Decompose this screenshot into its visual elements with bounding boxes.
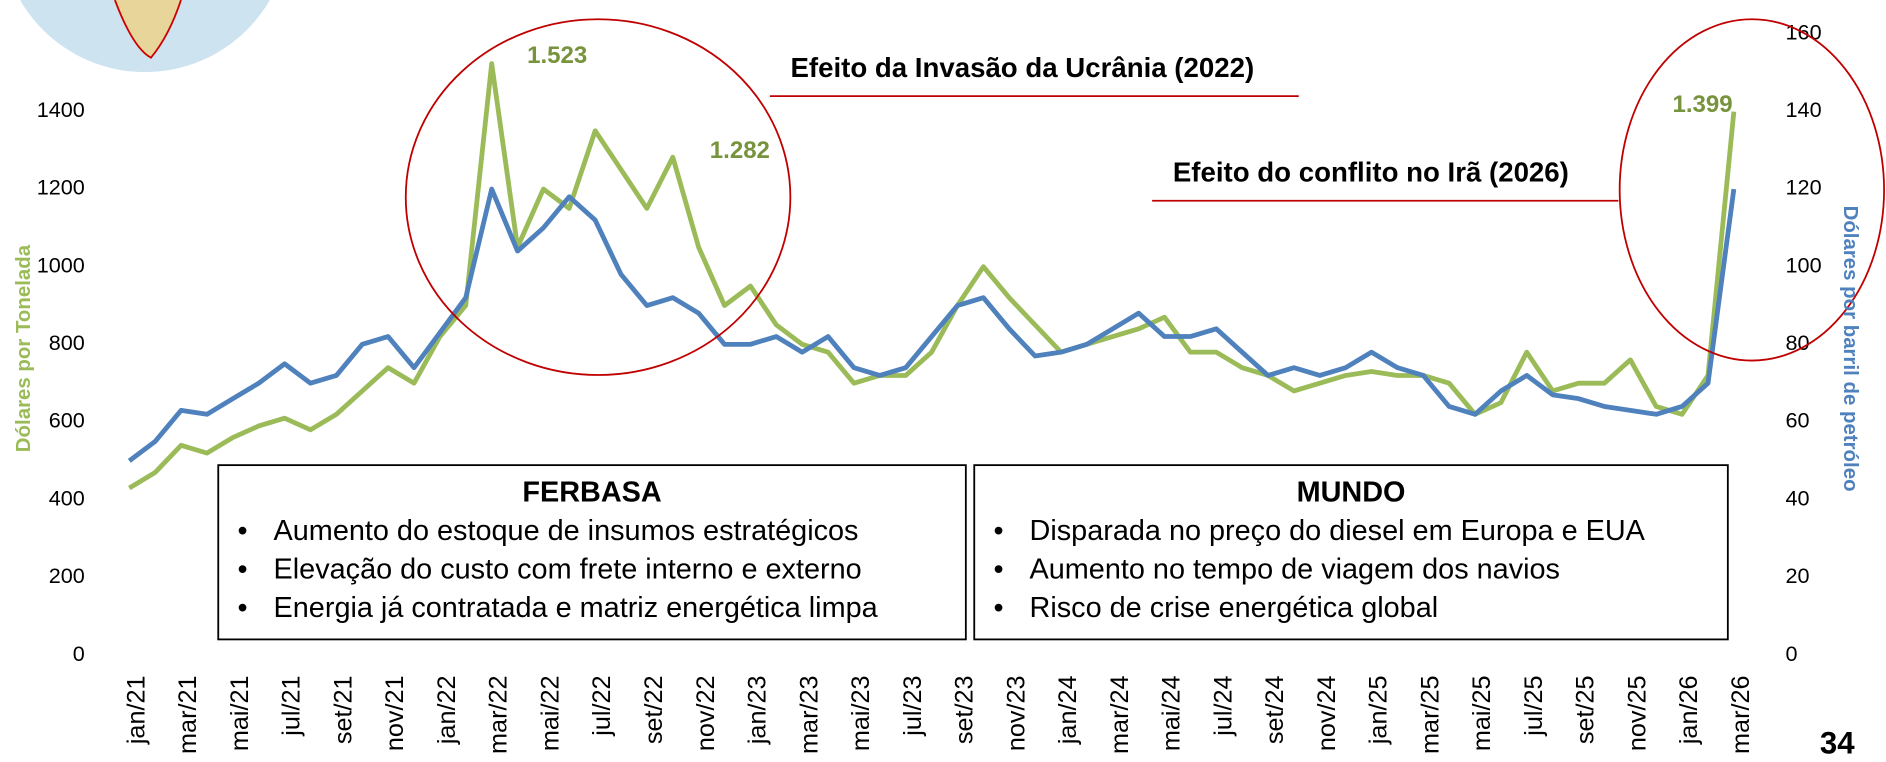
x-tick-label: mai/25 [1468,675,1496,751]
x-tick-label: jan/21 [122,675,150,745]
y-tick-label: 0 [73,641,85,666]
y-tick-label: 1000 [37,252,85,277]
y-tick-label: 800 [49,330,85,355]
y-tick-label: 1200 [37,175,85,200]
x-tick-label: jul/23 [899,675,927,736]
box-item: Energia já contratada e matriz energétic… [274,592,879,624]
x-tick-label: mar/26 [1727,675,1755,754]
value-annotation: 1.399 [1673,91,1733,118]
x-tick-label: mai/23 [847,675,875,751]
x-tick-label: set/22 [640,675,668,744]
x-tick-label: mai/21 [226,675,254,751]
box-item: Disparada no preço do diesel em Europa e… [1030,515,1646,547]
value-annotation: 1.523 [527,42,587,69]
x-tick-label: jan/25 [1365,675,1393,745]
y2-tick-label: 120 [1786,175,1822,200]
x-tick-label: mar/22 [485,675,513,754]
x-tick-label: jul/25 [1520,675,1548,736]
box-item: Aumento no tempo de viagem dos navios [1030,554,1560,586]
highlight-circle [404,18,792,376]
y-tick-label: 600 [49,408,85,433]
x-tick-label: nov/24 [1313,675,1341,751]
series-line [128,61,1737,491]
x-tick-label: nov/21 [381,675,409,751]
y2-axis-label: Dólares por barril de petróleo [1839,206,1861,492]
x-tick-label: mai/22 [536,675,564,751]
event-annotation: Efeito da Invasão da Ucrânia (2022) [790,52,1254,83]
x-tick-label: mar/24 [1106,675,1134,754]
y2-tick-label: 60 [1786,408,1810,433]
x-tick-label: jan/22 [433,675,461,745]
y2-tick-label: 40 [1786,485,1810,510]
x-tick-label: nov/25 [1623,675,1651,751]
text-box [217,464,967,641]
bullet: • [237,515,247,547]
text-box [973,464,1729,641]
x-tick-label: mar/21 [174,675,202,754]
box-item: Elevação do custo com frete interno e ex… [274,554,862,586]
box-title: MUNDO [1297,477,1406,509]
y2-tick-label: 0 [1786,641,1798,666]
x-tick-label: jul/24 [1209,675,1237,736]
x-tick-label: set/23 [951,675,979,744]
value-annotation: 1.282 [710,137,770,164]
x-tick-label: set/21 [329,675,357,744]
page-number: 34 [1820,725,1855,760]
x-tick-label: set/25 [1572,675,1600,744]
bullet: • [237,592,247,624]
bullet: • [993,515,1003,547]
event-annotation: Efeito do conflito no Irã (2026) [1173,157,1569,188]
box-item: Aumento do estoque de insumos estratégic… [274,515,859,547]
y-tick-label: 200 [49,563,85,588]
x-tick-label: nov/23 [1002,675,1030,751]
x-tick-label: mai/24 [1158,675,1186,751]
box-item: Risco de crise energética global [1030,592,1439,624]
x-tick-label: jul/22 [588,675,616,736]
map-decoration [114,0,182,59]
y-axis-label: Dólares por Tonelada [13,244,35,452]
x-tick-label: nov/22 [692,675,720,751]
bullet: • [993,554,1003,586]
x-tick-label: mar/25 [1416,675,1444,754]
y2-tick-label: 100 [1786,252,1822,277]
x-tick-label: set/24 [1261,675,1289,744]
bullet: • [993,592,1003,624]
y2-tick-label: 80 [1786,330,1810,355]
y2-tick-label: 140 [1786,97,1822,122]
y-tick-label: 400 [49,485,85,510]
y-tick-label: 1400 [37,97,85,122]
x-tick-label: mar/23 [795,675,823,754]
x-tick-label: jul/21 [278,675,306,736]
x-tick-label: jan/24 [1054,675,1082,745]
bullet: • [237,554,247,586]
x-tick-label: jan/23 [744,675,772,745]
y2-tick-label: 20 [1786,563,1810,588]
x-tick-label: jan/26 [1675,675,1703,745]
series-line [127,186,1737,463]
box-title: FERBASA [522,477,662,509]
plot: 0 200 400 600 800 1000 1200 1400 0 20 40 60 80 100 120… [37,19,1822,754]
highlight-circle [1618,18,1885,362]
